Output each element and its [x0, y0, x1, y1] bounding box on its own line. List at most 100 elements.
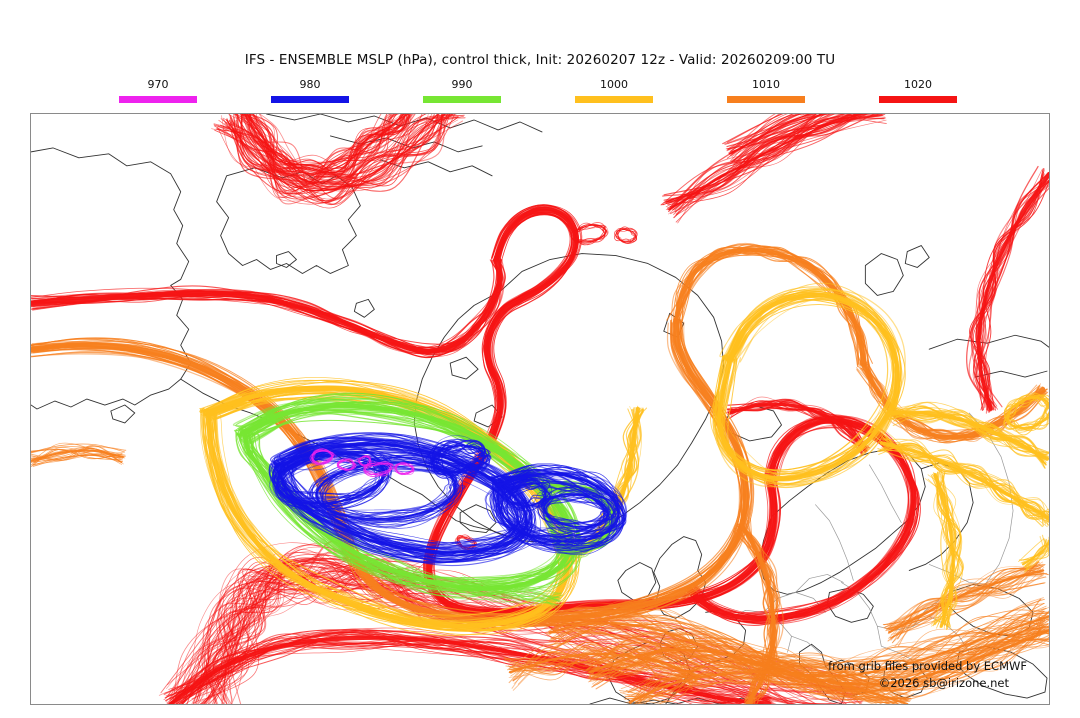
coastline-segment-13 [904, 245, 930, 268]
control-contour-line [31, 449, 124, 462]
ensemble-contour-line [220, 116, 459, 209]
control-contour-line [31, 256, 503, 355]
ensemble-contour-line [190, 540, 434, 689]
ensemble-contour-line [548, 597, 1044, 671]
ensemble-contour-line [553, 618, 1049, 674]
ensemble-contour-line [885, 431, 1049, 514]
ensemble-contour-line [667, 114, 824, 203]
legend-label-1010: 1010 [752, 78, 780, 91]
ensemble-contour-line [623, 672, 898, 704]
ensemble-contour-line [674, 245, 868, 367]
ensemble-contour-line [504, 654, 703, 672]
map-canvas [31, 114, 1049, 704]
legend-item-990: 990 [402, 78, 522, 103]
ensemble-contour-line [502, 641, 700, 672]
control-contour-line [168, 635, 772, 704]
ensemble-contour-line [504, 640, 697, 677]
control-contour-line [226, 114, 446, 192]
control-contour-line [357, 456, 371, 466]
ensemble-contour-line [668, 114, 829, 213]
ensemble-contour-line [882, 437, 1049, 518]
control-contour-line [668, 114, 864, 211]
ensemble-contour-line [507, 643, 699, 671]
ensemble-contour-line [31, 260, 501, 352]
ensemble-contour-line [552, 609, 1049, 688]
control-contour-line [728, 402, 867, 453]
legend: 970 980 990 1000 1010 1020 [0, 78, 1080, 108]
ensemble-contour-line [462, 574, 561, 602]
ensemble-contour-line [504, 482, 553, 510]
control-contour-line [615, 229, 637, 243]
ensemble-contour-line [924, 477, 958, 625]
coastline-segment-28 [928, 334, 1049, 350]
coastline-segment-2 [459, 504, 497, 534]
control-contour-line [394, 463, 414, 475]
ensemble-contour-line [614, 229, 637, 244]
ensemble-contour-line [1023, 543, 1049, 573]
ensemble-contour-line [512, 647, 695, 687]
control-contour-line [239, 403, 573, 591]
legend-swatch-1020 [879, 96, 957, 103]
ensemble-contour-line [624, 662, 909, 697]
map-panel[interactable]: from grib files provided by ECMWF ©2026 … [30, 113, 1050, 705]
ensemble-contour-line [972, 173, 1043, 412]
ensemble-contour-line [936, 471, 961, 627]
ensemble-contour-line [553, 617, 1049, 694]
ensemble-contour-line [165, 640, 768, 703]
ensemble-contour-line [457, 581, 558, 602]
control-contour-line [976, 172, 1049, 411]
ensemble-contour-line [715, 288, 902, 475]
ensemble-contour-line [663, 114, 818, 196]
ensemble-contour-line [178, 632, 730, 704]
coastline-segment-0 [31, 147, 192, 410]
ensemble-contour-line [31, 256, 502, 348]
ensemble-contour-line [726, 114, 795, 150]
ensemble-contour-line [877, 447, 1044, 528]
ensemble-contour-line [1018, 538, 1045, 562]
ensemble-contour-line [627, 661, 910, 704]
page-title: IFS - ENSEMBLE MSLP (hPa), control thick… [244, 52, 836, 68]
control-contour-line [543, 493, 609, 528]
ensemble-contour-line [723, 114, 813, 145]
control-contour-line [933, 473, 955, 628]
ensemble-contour-line [274, 446, 519, 560]
ensemble-contour-line [207, 380, 560, 627]
control-contour-line [628, 670, 909, 704]
ensemble-contour-line [222, 114, 439, 194]
border-segment-0 [815, 504, 854, 581]
legend-label-970: 970 [147, 78, 169, 91]
coastline-segment-30 [276, 251, 297, 268]
control-contour-line [687, 418, 917, 621]
ensemble-contour-line [502, 479, 551, 507]
ensemble-contour-line [457, 588, 560, 599]
control-contour-line [573, 224, 607, 243]
ensemble-contour-line [272, 442, 529, 561]
control-contour-line [337, 459, 355, 471]
ensemble-contour-line [1003, 394, 1049, 431]
ensemble-contour-line [31, 260, 502, 351]
ensemble-contour-line [890, 564, 1041, 641]
control-contour-line [508, 652, 699, 678]
ensemble-contour-line [259, 114, 392, 183]
ensemble-contour-line [309, 454, 466, 529]
coastline-segment-31 [110, 404, 136, 424]
ensemble-contour-line [228, 114, 439, 185]
ensemble-contour-line [877, 442, 1044, 527]
ensemble-contour-line [309, 450, 333, 464]
legend-item-1000: 1000 [554, 78, 674, 103]
ensemble-contour-line [218, 562, 421, 704]
ensemble-contour-line [32, 258, 503, 354]
ensemble-contour-line [164, 629, 733, 704]
legend-swatch-970 [119, 96, 197, 103]
control-contour-line [311, 450, 334, 464]
ensemble-contour-line [660, 114, 860, 206]
ensemble-contour-line [668, 114, 875, 215]
ensemble-contour-line [635, 654, 907, 704]
ensemble-contour-line [517, 648, 699, 686]
ensemble-contour-line [890, 570, 1042, 640]
border-segment-5 [791, 635, 822, 655]
ensemble-contour-line [320, 456, 458, 528]
legend-label-1020: 1020 [904, 78, 932, 91]
ensemble-contour-line [886, 563, 1044, 626]
ensemble-contour-line [249, 114, 423, 173]
